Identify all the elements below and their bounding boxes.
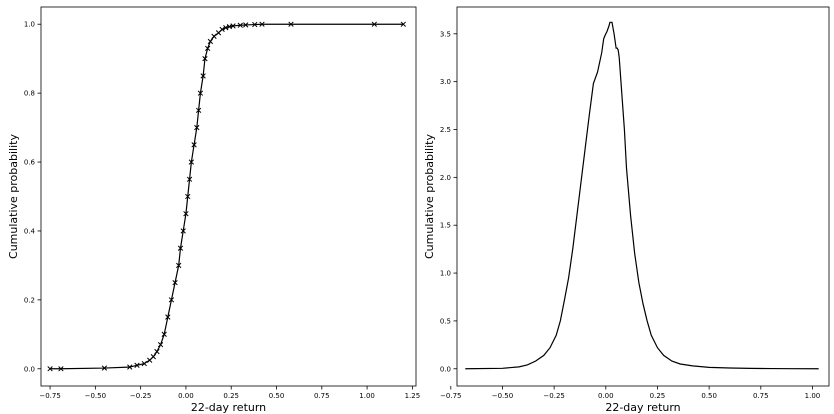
data-point-marker xyxy=(180,228,186,234)
data-point-marker xyxy=(101,365,108,371)
y-tick-label: 2.5 xyxy=(440,126,451,134)
x-axis-label: 22-day return xyxy=(191,401,266,414)
data-point-marker xyxy=(197,90,204,96)
x-tick-label: 1.25 xyxy=(405,392,421,400)
y-tick-label: 0.5 xyxy=(440,317,451,325)
y-tick-label: 0.0 xyxy=(440,365,451,373)
data-point-marker xyxy=(195,107,202,114)
data-point-marker xyxy=(211,33,217,39)
data-point-marker xyxy=(259,21,265,27)
y-tick-label: 2.0 xyxy=(440,174,451,182)
x-tick-label: −0.75 xyxy=(440,392,461,400)
x-tick-label: −0.50 xyxy=(85,392,106,400)
data-point-marker xyxy=(207,38,214,45)
data-point-marker xyxy=(141,360,147,367)
data-point-marker xyxy=(168,297,175,303)
x-tick-label: 0.25 xyxy=(650,392,666,400)
x-tick-label: 1.00 xyxy=(805,392,821,400)
data-point-marker xyxy=(157,342,164,348)
y-tick-label: 0.2 xyxy=(24,296,35,304)
axes-frame xyxy=(456,6,830,387)
data-point-marker xyxy=(47,366,53,372)
x-tick-label: 0.25 xyxy=(223,392,239,400)
data-point-marker xyxy=(400,21,406,27)
y-tick-label: 0.4 xyxy=(24,227,36,235)
x-tick-label: 0.75 xyxy=(314,392,330,400)
data-point-marker xyxy=(177,245,184,251)
data-point-marker xyxy=(202,56,208,62)
series-line xyxy=(50,23,404,370)
x-tick-label: 0.50 xyxy=(269,392,285,400)
axes-frame xyxy=(40,6,417,387)
data-point-marker xyxy=(165,314,171,320)
data-point-marker xyxy=(176,262,182,269)
y-tick-label: 3.5 xyxy=(440,30,451,38)
series-line xyxy=(465,21,819,370)
y-tick-label: 0.8 xyxy=(24,90,35,98)
data-point-marker xyxy=(288,21,294,27)
x-tick-label: 0.50 xyxy=(701,392,717,400)
data-point-marker xyxy=(223,25,229,31)
data-point-marker xyxy=(186,176,193,182)
data-point-marker xyxy=(237,22,243,28)
data-point-marker xyxy=(58,366,64,372)
y-axis-label: Cumulative probability xyxy=(423,134,436,259)
y-tick-label: 1.0 xyxy=(24,21,35,29)
x-tick-label: −0.75 xyxy=(39,392,60,400)
x-axis-label: 22-day return xyxy=(605,401,680,414)
x-tick-label: 0.75 xyxy=(753,392,769,400)
data-point-marker xyxy=(154,348,160,355)
y-tick-label: 0.6 xyxy=(24,159,36,167)
x-tick-label: −0.25 xyxy=(130,392,151,400)
y-axis-label: Cumulative probability xyxy=(7,134,20,259)
data-point-marker xyxy=(252,21,258,28)
data-point-marker xyxy=(200,73,206,79)
x-tick-label: −0.50 xyxy=(492,392,513,400)
data-point-marker xyxy=(183,211,189,217)
data-point-marker xyxy=(230,23,236,29)
data-point-marker xyxy=(185,193,191,200)
right-density-panel: −0.75 −0.50 −0.25 0.00 0.25 0.50 0.75 1.00 0.0 0.… xyxy=(423,6,830,414)
data-point-marker xyxy=(161,331,167,337)
y-tick-label: 0.0 xyxy=(24,365,35,373)
data-point-marker xyxy=(127,364,133,370)
x-tick-label: 0.00 xyxy=(598,392,614,400)
data-point-marker xyxy=(150,354,156,360)
y-tick-label: 1.5 xyxy=(440,222,451,230)
left-cdf-panel: −0.75 −0.50 −0.25 0.00 0.25 0.50 0.75 1.00 1.25 0… xyxy=(7,6,421,414)
y-tick-label: 1.0 xyxy=(440,270,451,278)
data-point-marker xyxy=(219,26,225,33)
data-point-marker xyxy=(194,124,200,131)
x-tick-label: −0.25 xyxy=(543,392,564,400)
x-tick-label: 0.00 xyxy=(178,392,194,400)
data-point-marker xyxy=(172,279,178,286)
data-point-marker xyxy=(134,362,140,368)
y-tick-label: 3.0 xyxy=(440,78,451,86)
data-point-marker xyxy=(191,142,197,148)
data-point-marker xyxy=(188,159,195,165)
data-point-marker xyxy=(243,22,249,28)
data-point-marker xyxy=(205,45,211,51)
x-tick-label: 1.00 xyxy=(359,392,375,400)
data-point-marker xyxy=(371,21,377,27)
